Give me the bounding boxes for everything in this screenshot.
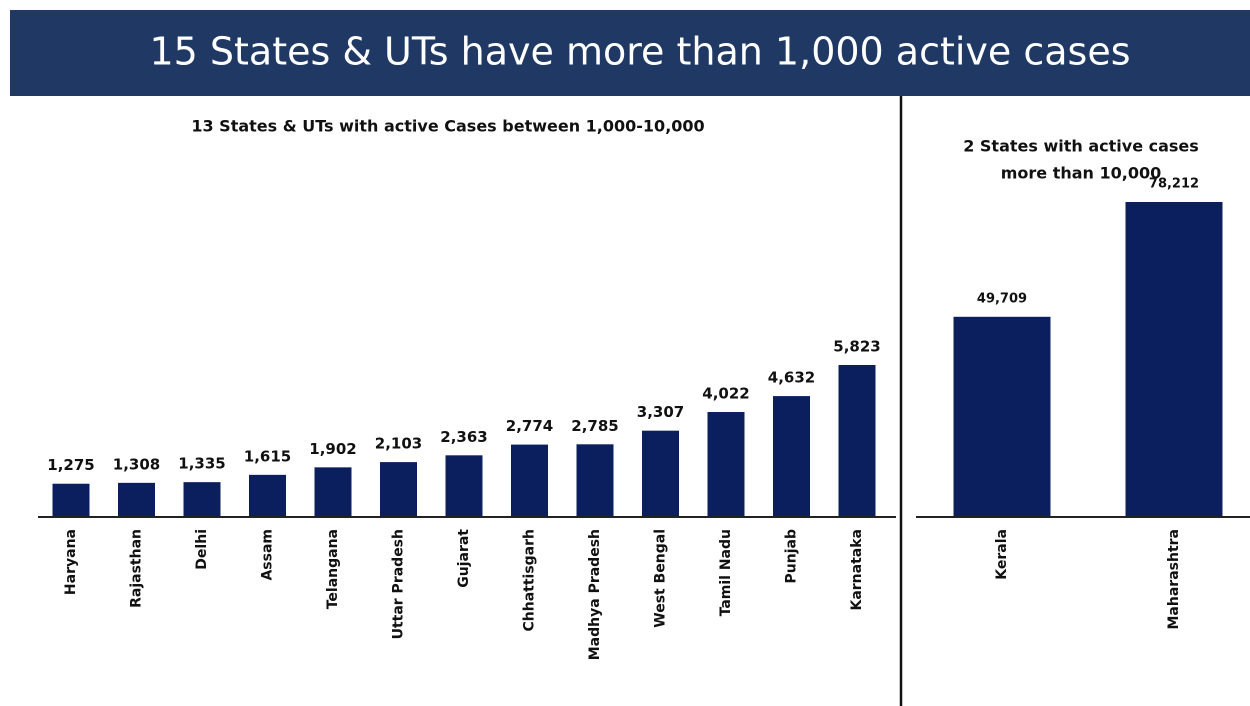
x-tick-label: Kerala bbox=[994, 529, 1010, 580]
value-label: 4,632 bbox=[768, 369, 815, 387]
header-band bbox=[10, 10, 1250, 96]
bar bbox=[576, 444, 614, 517]
value-label: 1,615 bbox=[244, 447, 291, 465]
value-label: 2,363 bbox=[440, 428, 487, 446]
value-label: 4,022 bbox=[702, 385, 749, 403]
bar bbox=[249, 474, 286, 517]
bar bbox=[314, 467, 352, 517]
bar bbox=[183, 482, 221, 517]
bar bbox=[1125, 202, 1223, 517]
value-label: 2,785 bbox=[571, 417, 618, 435]
value-label: 1,902 bbox=[309, 440, 356, 458]
x-tick-label: Tamil Nadu bbox=[718, 529, 734, 616]
value-label: 2,774 bbox=[506, 417, 553, 435]
value-label: 49,709 bbox=[977, 291, 1027, 306]
value-label: 1,308 bbox=[113, 455, 160, 473]
bar bbox=[838, 365, 876, 517]
x-tick-label: Telangana bbox=[325, 529, 341, 609]
x-tick-label: Rajasthan bbox=[129, 529, 145, 608]
bar bbox=[642, 430, 679, 517]
x-tick-label: Gujarat bbox=[456, 529, 472, 588]
bar bbox=[511, 444, 548, 517]
x-tick-label: Chhattisgarh bbox=[522, 529, 538, 632]
bar bbox=[953, 316, 1051, 517]
chart-title: 2 States with active cases bbox=[963, 137, 1199, 156]
x-tick-label: Assam bbox=[260, 529, 276, 581]
chart-title: 13 States & UTs with active Cases betwee… bbox=[191, 117, 704, 136]
chart-title: more than 10,000 bbox=[1001, 164, 1162, 183]
x-tick-label: Punjab bbox=[784, 529, 800, 583]
x-tick-label: Delhi bbox=[194, 529, 210, 570]
value-label: 1,275 bbox=[47, 456, 94, 474]
value-label: 78,212 bbox=[1149, 177, 1199, 192]
bar bbox=[118, 482, 155, 517]
x-tick-label: Madhya Pradesh bbox=[587, 529, 603, 660]
page-title: 15 States & UTs have more than 1,000 act… bbox=[149, 30, 1130, 74]
x-tick-label: Maharashtra bbox=[1166, 529, 1182, 630]
value-label: 2,103 bbox=[375, 435, 422, 453]
x-tick-label: West Bengal bbox=[653, 529, 669, 628]
x-tick-label: Karnataka bbox=[849, 529, 865, 611]
bar bbox=[707, 412, 745, 517]
bar bbox=[773, 396, 810, 517]
value-label: 1,335 bbox=[178, 455, 225, 473]
value-label: 5,823 bbox=[833, 338, 880, 356]
bar bbox=[445, 455, 483, 517]
x-tick-label: Uttar Pradesh bbox=[391, 529, 407, 639]
value-label: 3,307 bbox=[637, 403, 684, 421]
bar bbox=[52, 483, 90, 517]
bar bbox=[380, 462, 417, 517]
x-tick-label: Haryana bbox=[63, 529, 79, 595]
